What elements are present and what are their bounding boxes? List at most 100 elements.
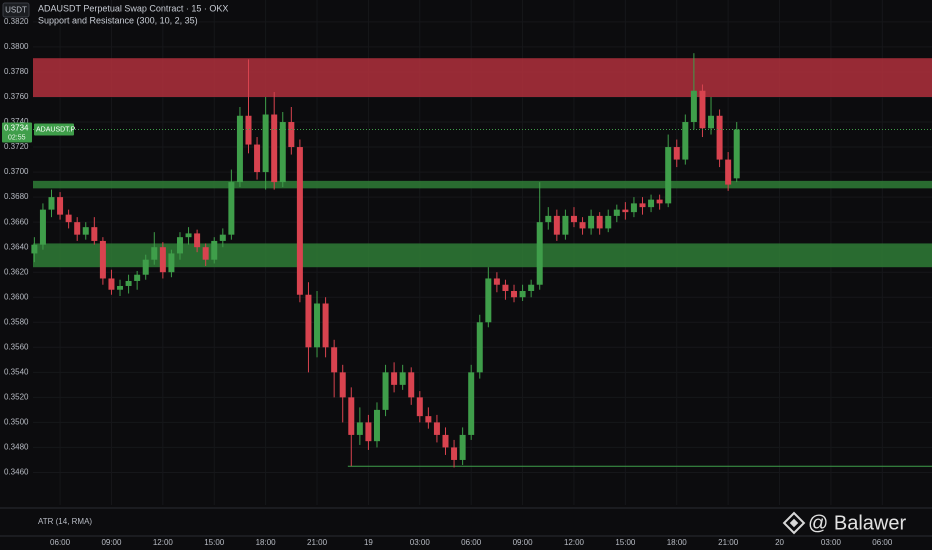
x-tick-label: 21:00	[718, 538, 739, 547]
candle-body	[468, 372, 475, 435]
y-tick-label: 0.3460	[4, 468, 29, 477]
candle-body	[451, 447, 458, 460]
candle-body	[613, 209, 620, 216]
zone	[33, 58, 932, 97]
x-tick-label: 09:00	[513, 538, 534, 547]
candle-body	[622, 209, 629, 213]
candle-body	[356, 422, 363, 435]
x-tick-label: 06:00	[461, 538, 482, 547]
candle-body	[57, 197, 64, 215]
y-tick-label: 0.3700	[4, 167, 29, 176]
indicator-label: ATR (14, RMA)	[38, 517, 92, 526]
x-tick-label: 20	[775, 538, 784, 547]
y-tick-label: 0.3540	[4, 367, 29, 376]
candle-body	[502, 284, 509, 291]
candle-body	[65, 214, 72, 223]
x-tick-label: 12:00	[564, 538, 585, 547]
x-tick-label: 21:00	[307, 538, 328, 547]
candle-body	[493, 278, 500, 285]
y-tick-label: 0.3560	[4, 342, 29, 351]
candle-body	[408, 372, 415, 398]
y-tick-label: 0.3760	[4, 92, 29, 101]
candle-body	[202, 247, 209, 260]
x-tick-label: 18:00	[256, 538, 277, 547]
symbol-box	[34, 123, 74, 136]
candle-body	[605, 215, 612, 229]
candle-body	[254, 144, 261, 173]
candle-body	[682, 122, 689, 160]
candle-body	[553, 215, 560, 235]
x-tick-label: 09:00	[101, 538, 122, 547]
candle-body	[673, 147, 680, 160]
candle-body	[211, 240, 218, 260]
chart-subtitle: Support and Resistance (300, 10, 2, 35)	[38, 15, 198, 25]
candle-body	[99, 240, 106, 279]
chart-title: ADAUSDT Perpetual Swap Contract · 15 · O…	[38, 3, 228, 13]
candle-body	[699, 90, 706, 129]
y-tick-label: 0.3480	[4, 443, 29, 452]
candle-body	[279, 122, 286, 183]
candle-body	[82, 227, 89, 235]
candle-body	[314, 303, 321, 348]
x-tick-label: 03:00	[410, 538, 431, 547]
candle-body	[296, 147, 303, 295]
zone	[33, 243, 932, 268]
candle-body	[665, 147, 672, 204]
candle-body	[185, 233, 192, 238]
candle-body	[74, 222, 81, 235]
candle-body	[708, 115, 715, 129]
candle-body	[485, 278, 492, 323]
candle-body	[391, 372, 398, 385]
candle-body	[545, 215, 552, 223]
candle-body	[630, 203, 637, 213]
last-price-label: 0.3734	[4, 124, 29, 133]
x-tick-label: 03:00	[821, 538, 842, 547]
candle-body	[48, 197, 55, 210]
candle-body	[690, 90, 697, 123]
candle-body	[639, 203, 646, 208]
candle-body	[151, 247, 158, 260]
candle-body	[236, 115, 243, 183]
x-tick-label: 18:00	[667, 538, 688, 547]
y-tick-label: 0.3520	[4, 392, 29, 401]
candle-body	[442, 434, 449, 448]
candle-body	[373, 409, 380, 442]
candle-body	[399, 372, 406, 385]
candle-body	[142, 259, 149, 275]
candles	[31, 53, 740, 468]
symbol-label: ADAUSDT.P	[36, 126, 76, 133]
countdown: 02:55	[8, 134, 26, 141]
candle-body	[596, 215, 603, 229]
candle-body	[31, 244, 38, 254]
y-tick-label: 0.3800	[4, 42, 29, 51]
zone	[33, 180, 932, 189]
candle-body	[528, 284, 535, 291]
x-tick-label: 15:00	[204, 538, 225, 547]
candle-body	[536, 222, 543, 285]
candle-body	[176, 237, 183, 254]
watermark: @ Balawer	[808, 512, 906, 534]
candle-body	[433, 422, 440, 435]
candle-body	[339, 372, 346, 398]
y-tick-label: 0.3600	[4, 292, 29, 301]
candle-body	[656, 199, 663, 204]
x-tick-label: 06:00	[50, 538, 71, 547]
y-tick-label: 0.3640	[4, 242, 29, 251]
candle-body	[322, 303, 329, 348]
currency-badge[interactable]	[2, 2, 30, 18]
candle-body	[228, 182, 235, 235]
candle-body	[262, 114, 269, 173]
candle-body	[305, 294, 312, 348]
candle-body	[733, 129, 740, 179]
candle-body	[219, 234, 226, 241]
candle-body	[365, 422, 372, 442]
y-tick-label: 0.3680	[4, 192, 29, 201]
candle-body	[117, 285, 124, 290]
candle-body	[570, 215, 577, 223]
y-tick-label: 0.3820	[4, 17, 29, 26]
x-tick-label: 12:00	[153, 538, 174, 547]
candle-body	[716, 115, 723, 160]
